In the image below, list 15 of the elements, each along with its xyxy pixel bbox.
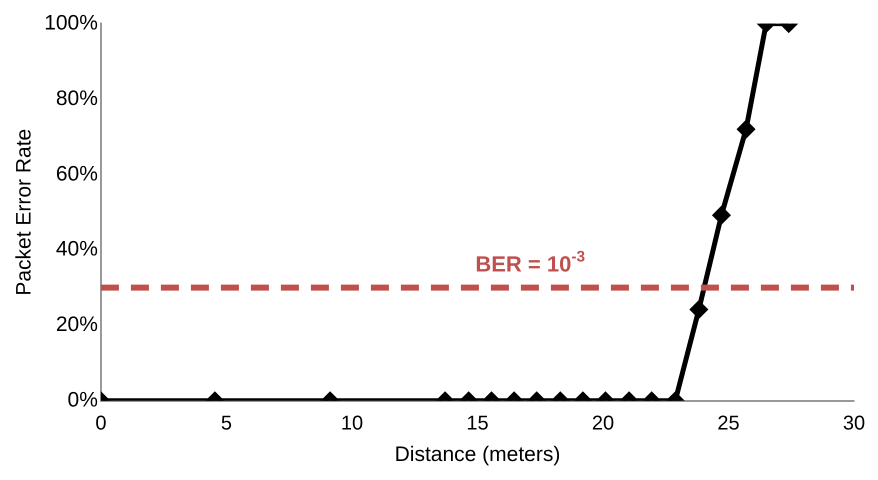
y-tick-label: 80% <box>56 86 98 110</box>
x-tick-label: 15 <box>466 412 489 434</box>
y-tick-label: 0% <box>68 388 98 412</box>
x-tick-label: 0 <box>95 412 106 434</box>
y-tick-label: 60% <box>56 162 98 186</box>
x-tick-label: 10 <box>340 412 364 434</box>
x-tick-label: 20 <box>592 412 614 434</box>
y-tick-label: 100% <box>44 11 98 34</box>
x-tick-label: 25 <box>717 412 740 434</box>
y-axis-title: Packet Error Rate <box>12 128 36 296</box>
x-axis-title: Distance (meters) <box>394 443 560 466</box>
x-tick-label: 30 <box>842 412 866 434</box>
x-tick-label: 5 <box>220 412 232 434</box>
y-tick-label: 20% <box>56 313 98 336</box>
y-tick-label: 40% <box>56 238 98 261</box>
